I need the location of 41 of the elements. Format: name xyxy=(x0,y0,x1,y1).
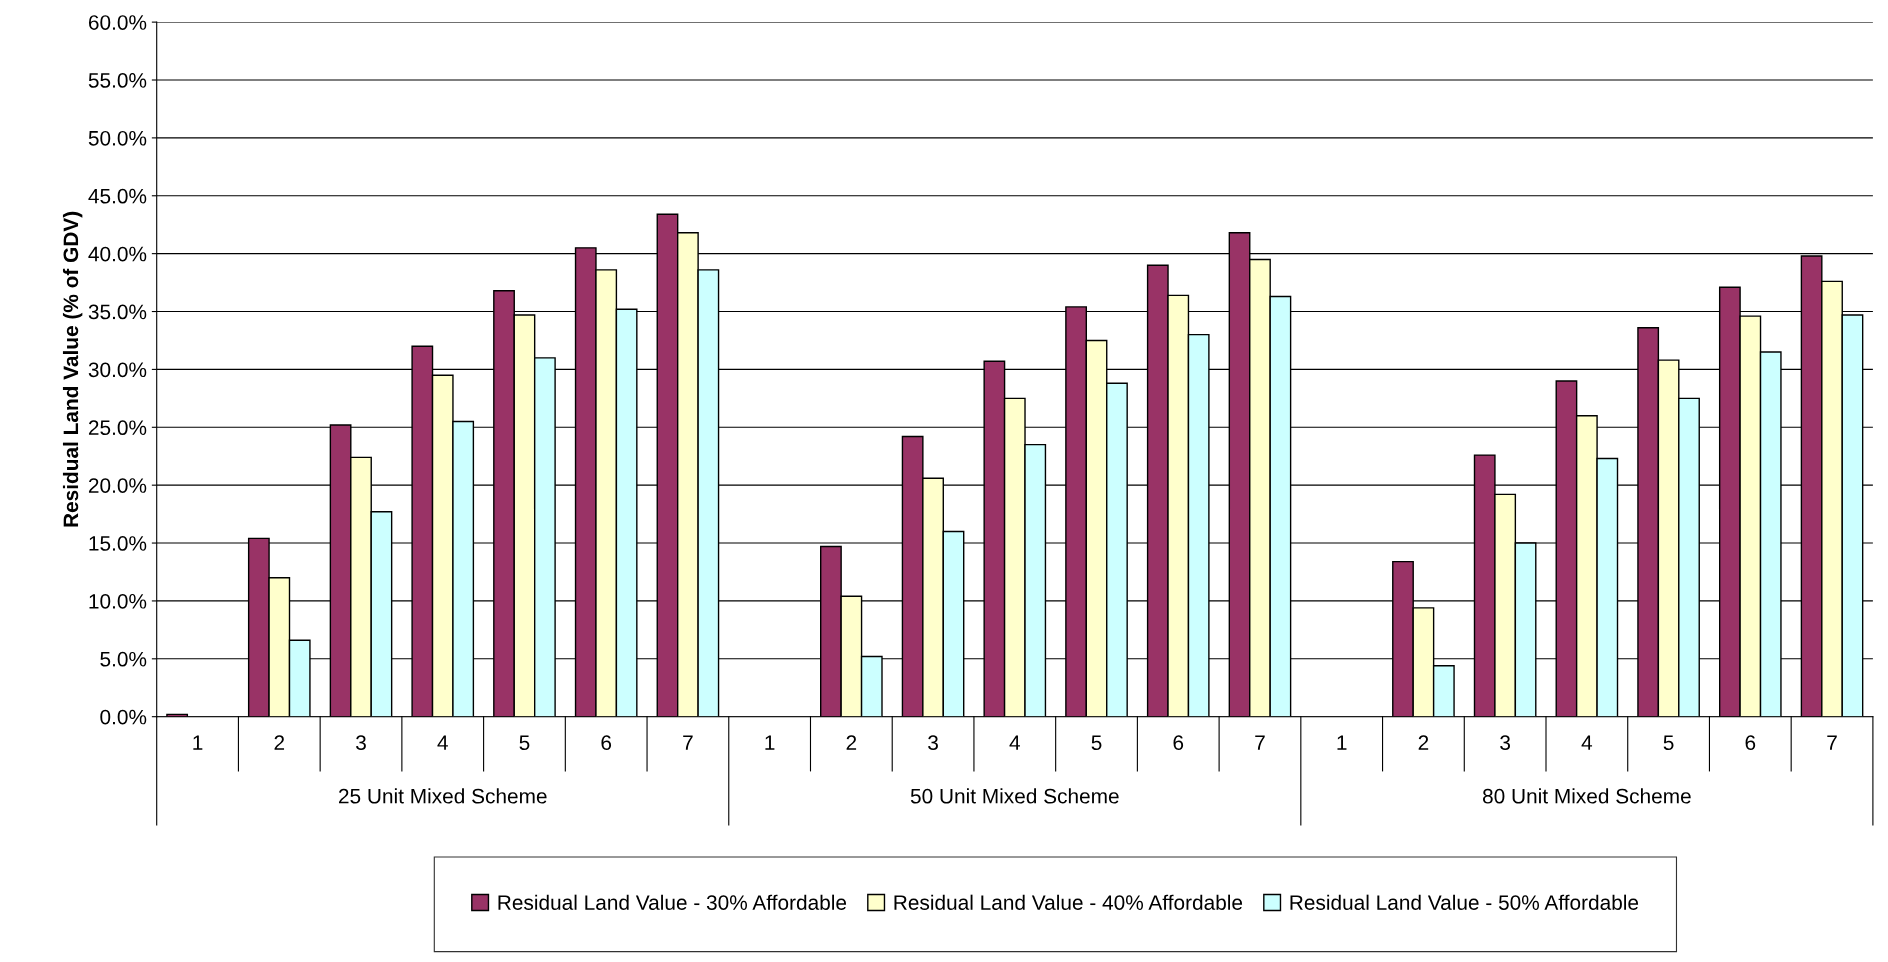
x-tick-label: 7 xyxy=(683,735,693,750)
legend-label: Residual Land Value - 30% Affordable xyxy=(498,894,847,910)
y-tick-label: 15.0% xyxy=(89,536,147,551)
y-tick-label: 30.0% xyxy=(88,362,147,378)
y-tick-label: 0.0% xyxy=(100,709,147,725)
y-tick-label: 35.0% xyxy=(88,304,147,320)
y-axis-title: Residual Land Value (% of GDV) xyxy=(62,211,83,527)
x-tick-label: 1 xyxy=(1337,735,1347,750)
text: 50 Unit Mixed Scheme xyxy=(910,788,1119,804)
y-tick-label: 55.0% xyxy=(88,73,147,88)
y-tick-label: 10.0% xyxy=(89,593,147,609)
x-tick-label: 6 xyxy=(1745,735,1756,751)
x-tick-label: 7 xyxy=(1827,735,1837,750)
legend-label: Residual Land Value - 50% Affordable xyxy=(1290,894,1639,910)
x-tick-label: 5 xyxy=(1091,735,1102,751)
text: 25 Unit Mixed Scheme xyxy=(339,788,547,804)
x-tick-label: 2 xyxy=(846,735,857,750)
x-tick-label: 3 xyxy=(1500,735,1511,751)
x-tick-label: 6 xyxy=(601,735,612,751)
y-tick-label: 60.0% xyxy=(88,15,147,30)
x-tick-label: 3 xyxy=(356,735,366,751)
y-tick-label: 20.0% xyxy=(88,478,147,493)
x-tick-label: 4 xyxy=(1581,735,1593,750)
x-tick-label: 4 xyxy=(1009,735,1020,750)
x-tick-label: 4 xyxy=(437,735,448,750)
x-tick-label: 2 xyxy=(274,735,285,750)
y-tick-label: 5.0% xyxy=(100,651,147,667)
y-tick-label: 40.0% xyxy=(88,246,147,262)
y-tick-label: 50.0% xyxy=(88,130,147,146)
x-tick-label: 1 xyxy=(193,735,203,750)
legend-label: Residual Land Value - 40% Affordable xyxy=(894,894,1243,910)
text: 80 Unit Mixed Scheme xyxy=(1482,788,1691,804)
x-tick-label: 2 xyxy=(1418,735,1429,750)
x-tick-label: 5 xyxy=(519,735,530,751)
x-tick-label: 1 xyxy=(765,735,775,750)
y-tick-label: 45.0% xyxy=(88,188,147,204)
x-tick-label: 7 xyxy=(1255,735,1265,750)
x-tick-label: 3 xyxy=(928,735,938,751)
x-tick-label: 5 xyxy=(1663,735,1674,751)
y-tick-label: 25.0% xyxy=(88,420,147,436)
x-tick-label: 6 xyxy=(1173,735,1184,751)
